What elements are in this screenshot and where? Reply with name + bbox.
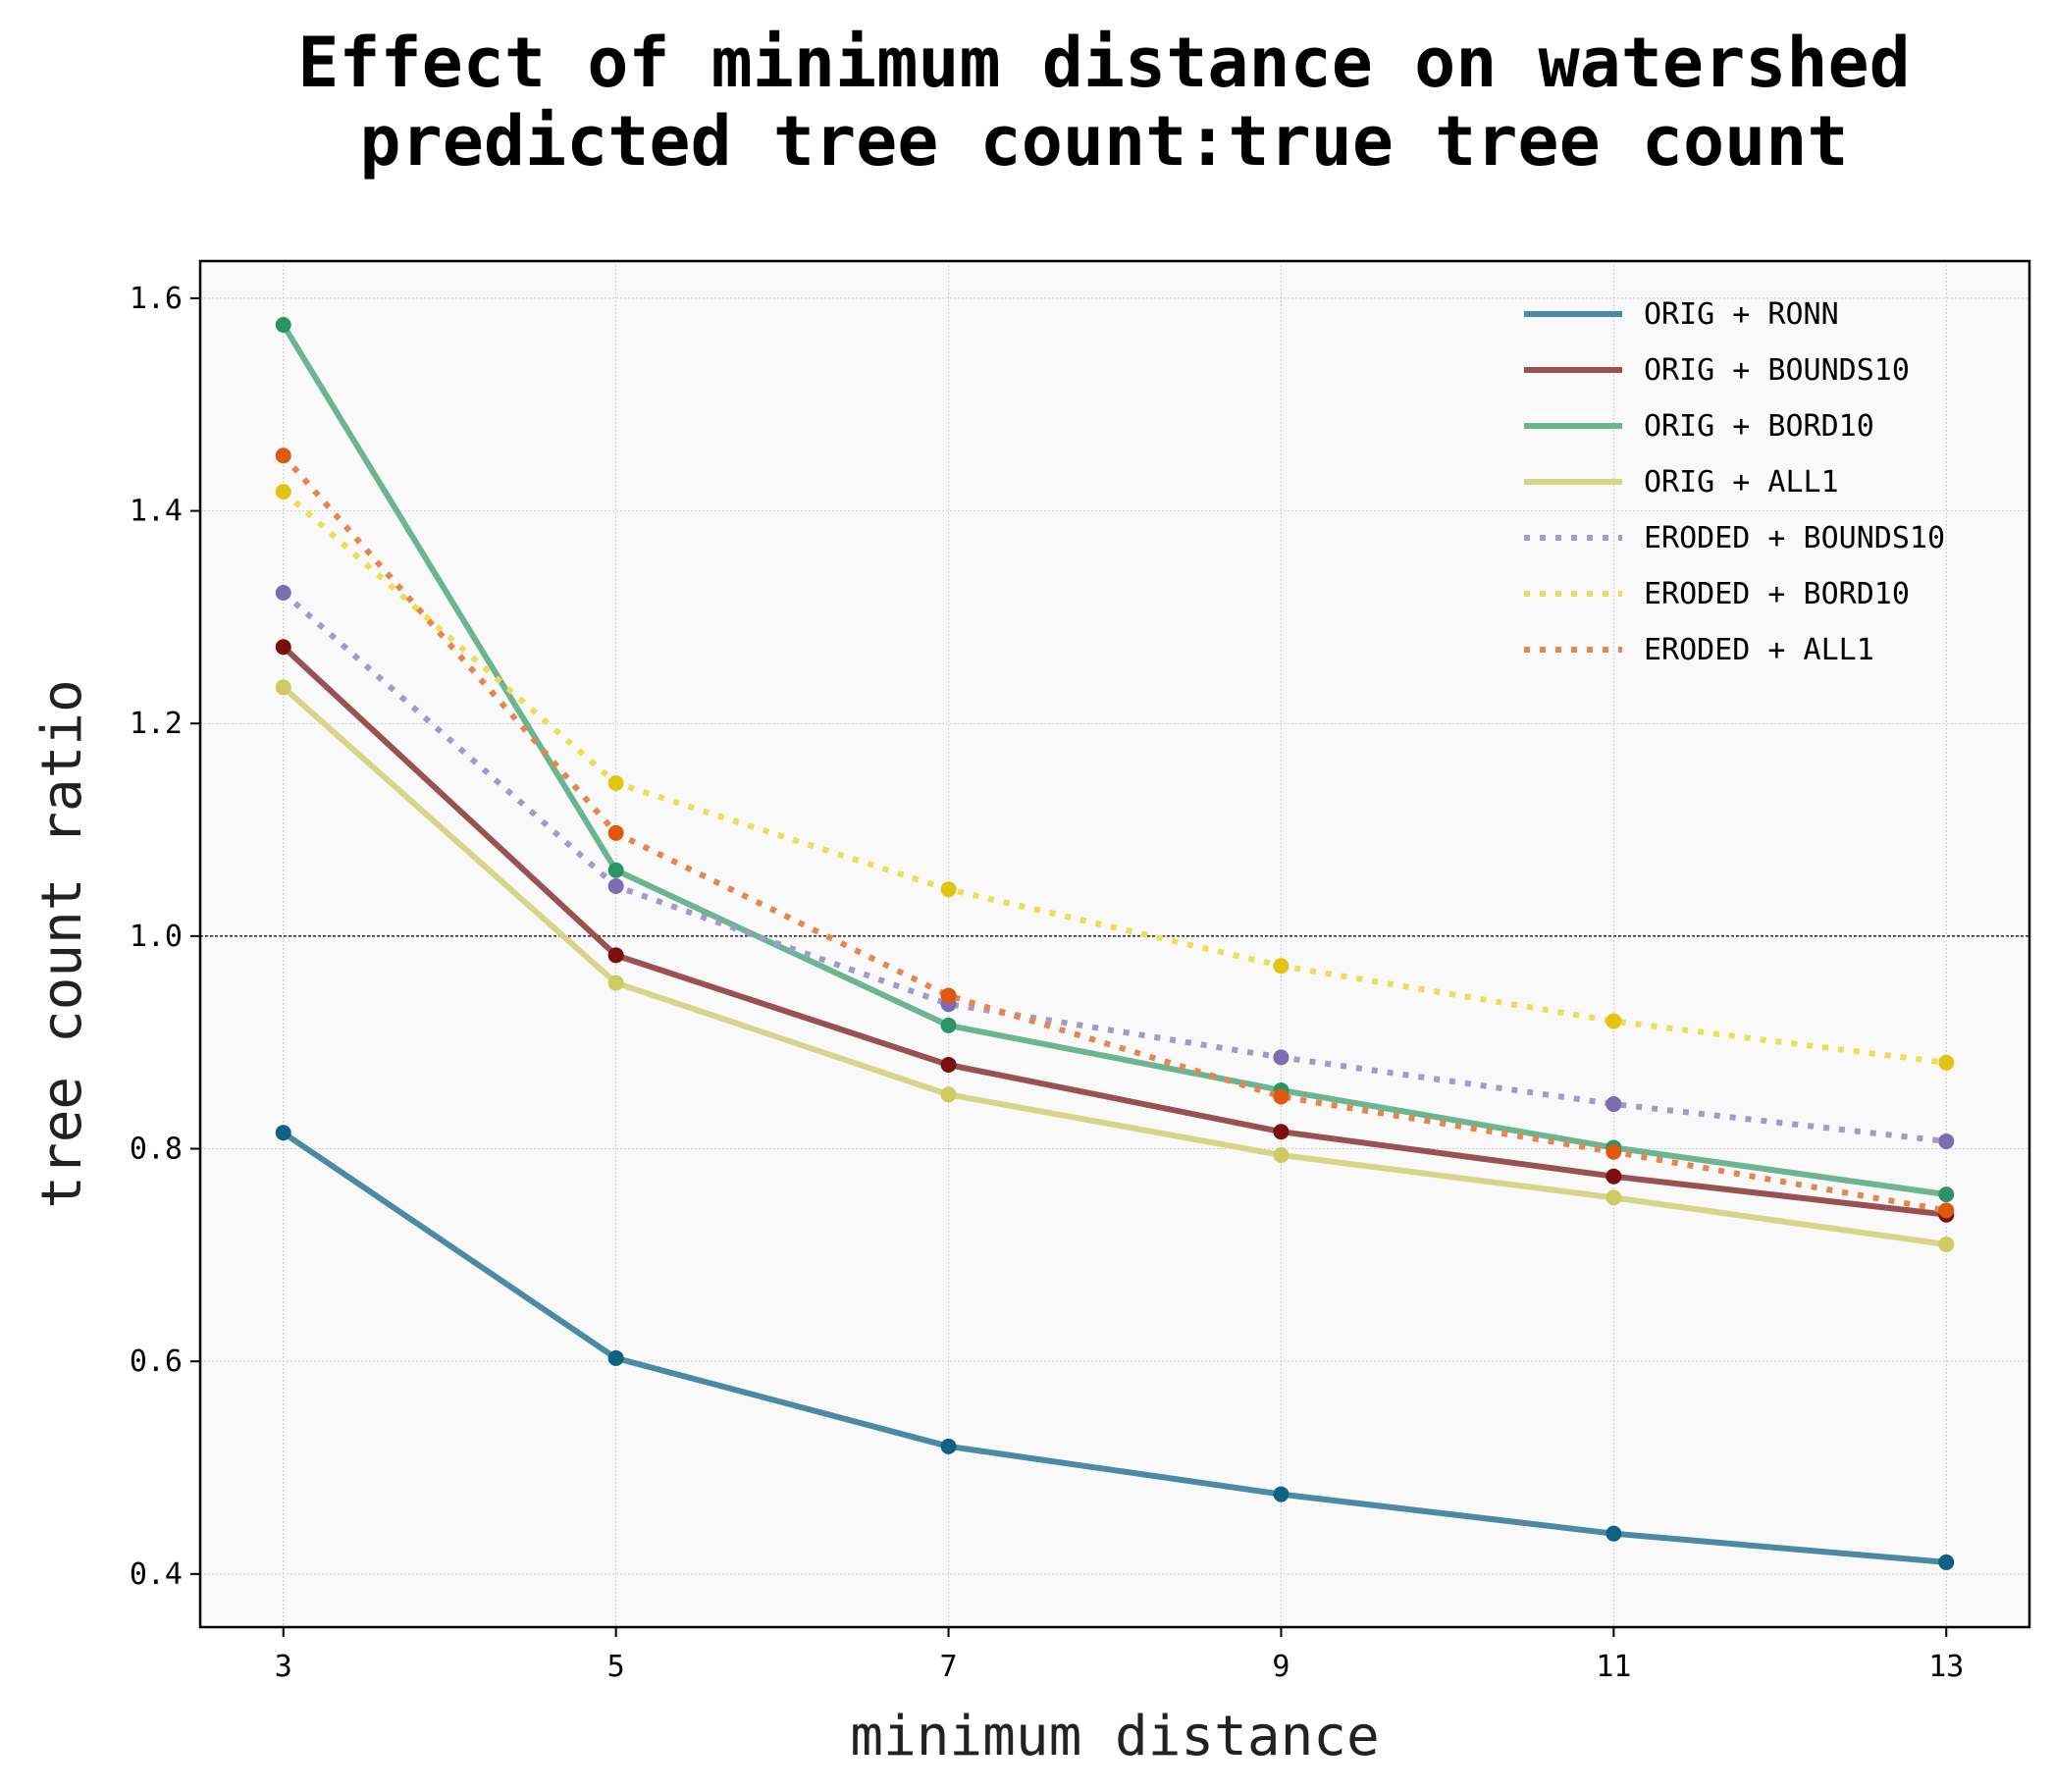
legend-label: ERODED + ALL1 [1644,633,1874,667]
data-point [275,316,291,333]
plot-frame [198,259,2031,1629]
data-point [940,1438,957,1454]
legend-item-eroded-bord10: ERODED + BORD10 [1524,577,1910,611]
y-axis-label: tree count ratio [30,679,94,1208]
data-point [607,824,624,841]
data-point [940,1086,957,1103]
y-tick-label: 1.0 [130,920,183,954]
x-tick-label: 5 [607,1650,625,1684]
plot-area [200,261,2029,1627]
legend-item-orig-all1: ORIG + ALL1 [1524,465,1839,500]
data-point [275,639,291,656]
data-point [1606,1096,1622,1113]
x-tick-label: 9 [1272,1650,1290,1684]
data-point [940,1017,957,1033]
legend-label: ORIG + BORD10 [1644,409,1874,444]
legend-item-orig-bord10: ORIG + BORD10 [1524,409,1874,444]
data-point [940,881,957,898]
legend: ORIG + RONN ORIG + BOUNDS10 ORIG + BORD10 O… [1524,297,1945,667]
data-point [1273,1124,1290,1140]
x-tick-label: 13 [1928,1650,1964,1684]
data-point [607,774,624,791]
data-point [1938,1133,1955,1149]
data-point [1273,1486,1290,1502]
data-point [607,975,624,991]
legend-label: ORIG + RONN [1644,297,1839,332]
data-point [940,1056,957,1073]
y-tick-label: 0.6 [130,1344,183,1379]
data-point [1938,1554,1955,1570]
data-point [1606,1168,1622,1185]
data-point [1273,1088,1290,1105]
data-point [1938,1054,1955,1071]
series-layer [275,316,1955,1570]
data-point [275,584,291,601]
legend-item-orig-bounds10: ORIG + BOUNDS10 [1524,353,1910,388]
data-point [1606,1013,1622,1029]
chart-title-line-1: Effect of minimum distance on watershed [297,23,1911,103]
data-point [1938,1202,1955,1219]
data-point [275,484,291,501]
series-eroded-bord10 [275,484,1955,1071]
data-point [607,947,624,964]
legend-label: ORIG + ALL1 [1644,465,1839,500]
x-axis-label: minimum distance [850,1705,1379,1768]
series-line [281,645,1947,1218]
data-point [1273,958,1290,975]
legend-item-eroded-bounds10: ERODED + BOUNDS10 [1524,521,1945,555]
data-point [1606,1143,1622,1160]
series-line [281,590,1947,1144]
data-point [1606,1189,1622,1206]
data-point [607,877,624,894]
data-point [1273,1147,1290,1164]
series-line [282,1130,1947,1565]
data-point [275,448,291,464]
data-point [275,679,291,696]
y-tick-label: 1.6 [130,282,183,316]
series-line [281,323,1947,1198]
y-tick-label: 1.2 [130,707,183,741]
legend-label: ERODED + BOUNDS10 [1644,521,1945,555]
axis-ticks: 0.4 0.6 0.8 1.0 1.2 1.4 1.6 3 5 7 9 11 13 [130,282,1965,1684]
data-point [1273,1049,1290,1066]
legend-label: ORIG + BOUNDS10 [1644,353,1910,388]
data-point [607,862,624,878]
series-orig-bounds10 [275,639,1955,1223]
y-tick-label: 1.4 [130,495,183,529]
series-eroded-all1 [275,448,1955,1219]
data-point [607,1349,624,1366]
data-point [275,1125,291,1141]
legend-item-eroded-all1: ERODED + ALL1 [1524,633,1874,667]
legend-item-orig-ronn: ORIG + RONN [1524,297,1839,332]
series-orig-ronn [275,1125,1955,1570]
series-line [281,685,1947,1247]
x-tick-label: 7 [940,1650,958,1684]
x-tick-label: 11 [1596,1650,1631,1684]
series-eroded-bounds10 [275,584,1955,1149]
data-point [1938,1237,1955,1253]
legend-label: ERODED + BORD10 [1644,577,1910,611]
data-point [940,987,957,1004]
y-tick-label: 0.4 [130,1557,183,1592]
y-tick-label: 0.8 [130,1133,183,1167]
data-point [1938,1186,1955,1203]
series-line [281,489,1947,1066]
data-point [1606,1525,1622,1542]
chart-title-line-2: predicted tree count:true tree count [359,101,1848,182]
series-orig-all1 [275,679,1955,1253]
x-tick-label: 3 [275,1650,292,1684]
series-orig-bord10 [275,316,1955,1203]
